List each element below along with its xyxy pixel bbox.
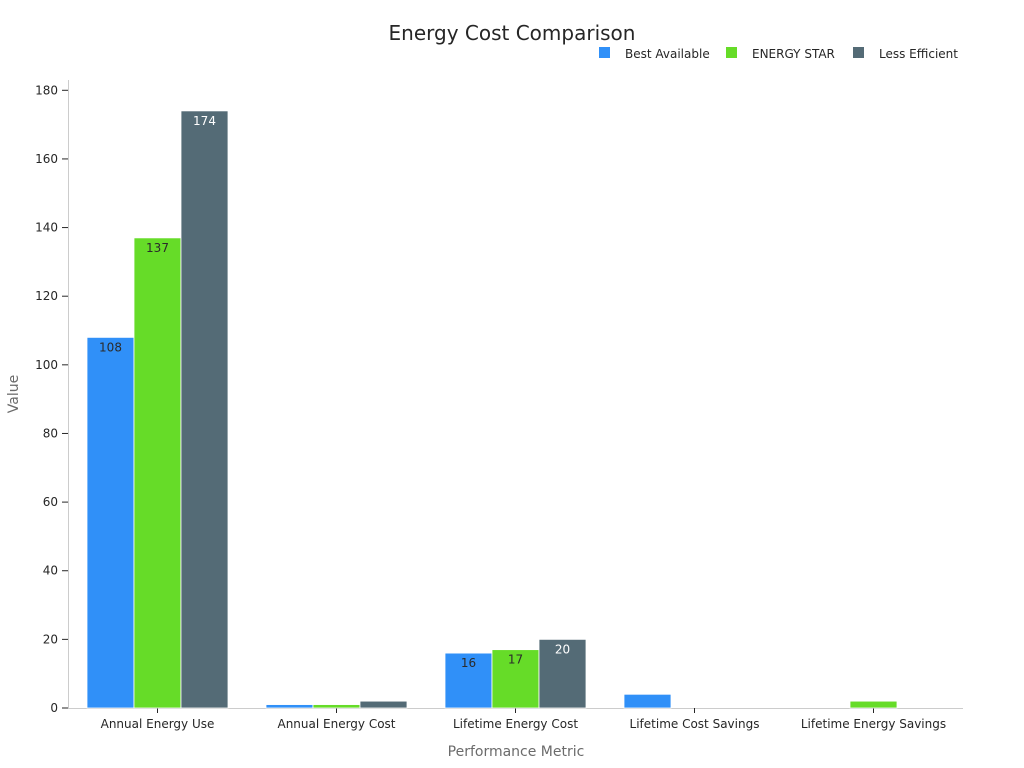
bar-value-label: 108 <box>99 340 122 354</box>
bar-less-efficient <box>359 700 408 709</box>
x-tick-label: Lifetime Energy Cost <box>453 717 578 731</box>
bars: 108 137 174 16 17 20 <box>86 110 898 709</box>
y-tick-label: 0 <box>50 701 58 715</box>
bar-best-available <box>623 693 672 709</box>
legend: Best Available ENERGY STAR Less Efficient <box>599 47 958 61</box>
bar-value-label: 17 <box>508 653 523 667</box>
x-tick-label: Annual Energy Use <box>101 717 215 731</box>
y-tick-label: 80 <box>43 426 58 440</box>
chart-title: Energy Cost Comparison <box>389 21 636 45</box>
y-tick-label: 180 <box>35 83 58 97</box>
plot-area: 0 20 40 60 80 100 120 140 160 180 Annual Energy U… <box>35 80 963 731</box>
x-axis-title: Performance Metric <box>448 744 585 760</box>
x-tick-label: Lifetime Energy Savings <box>801 717 946 731</box>
bar-best-available <box>265 704 314 709</box>
bar-value-label: 16 <box>461 656 476 670</box>
x-tick-label: Annual Energy Cost <box>277 717 395 731</box>
bar-less-efficient <box>180 110 229 709</box>
x-axis-ticks: Annual Energy Use Annual Energy Cost Lifet… <box>101 708 946 731</box>
y-tick-label: 60 <box>43 495 58 509</box>
bar-less-efficient <box>538 638 587 709</box>
legend-swatch <box>599 47 610 58</box>
y-tick-label: 20 <box>43 632 58 646</box>
bar-value-label: 137 <box>146 241 169 255</box>
y-tick-label: 160 <box>35 152 58 166</box>
y-axis-ticks: 0 20 40 60 80 100 120 140 160 180 <box>35 83 68 715</box>
bar-energy-star <box>312 704 361 709</box>
bar-energy-star <box>133 237 182 709</box>
bar-value-label: 174 <box>193 114 216 128</box>
y-tick-label: 120 <box>35 289 58 303</box>
legend-label: Less Efficient <box>879 47 958 61</box>
bar-best-available <box>86 336 135 709</box>
x-tick-label: Lifetime Cost Savings <box>630 717 760 731</box>
y-tick-label: 100 <box>35 358 58 372</box>
bar-energy-star <box>491 649 540 709</box>
legend-label: Best Available <box>625 47 710 61</box>
legend-swatch <box>726 47 737 58</box>
bar-value-label: 20 <box>555 642 570 656</box>
legend-label: ENERGY STAR <box>752 47 835 61</box>
bar-best-available <box>444 652 493 709</box>
legend-swatch <box>853 47 864 58</box>
bar-energy-star <box>849 700 898 709</box>
y-axis-title: Value <box>6 375 22 413</box>
y-tick-label: 40 <box>43 564 58 578</box>
y-tick-label: 140 <box>35 221 58 235</box>
